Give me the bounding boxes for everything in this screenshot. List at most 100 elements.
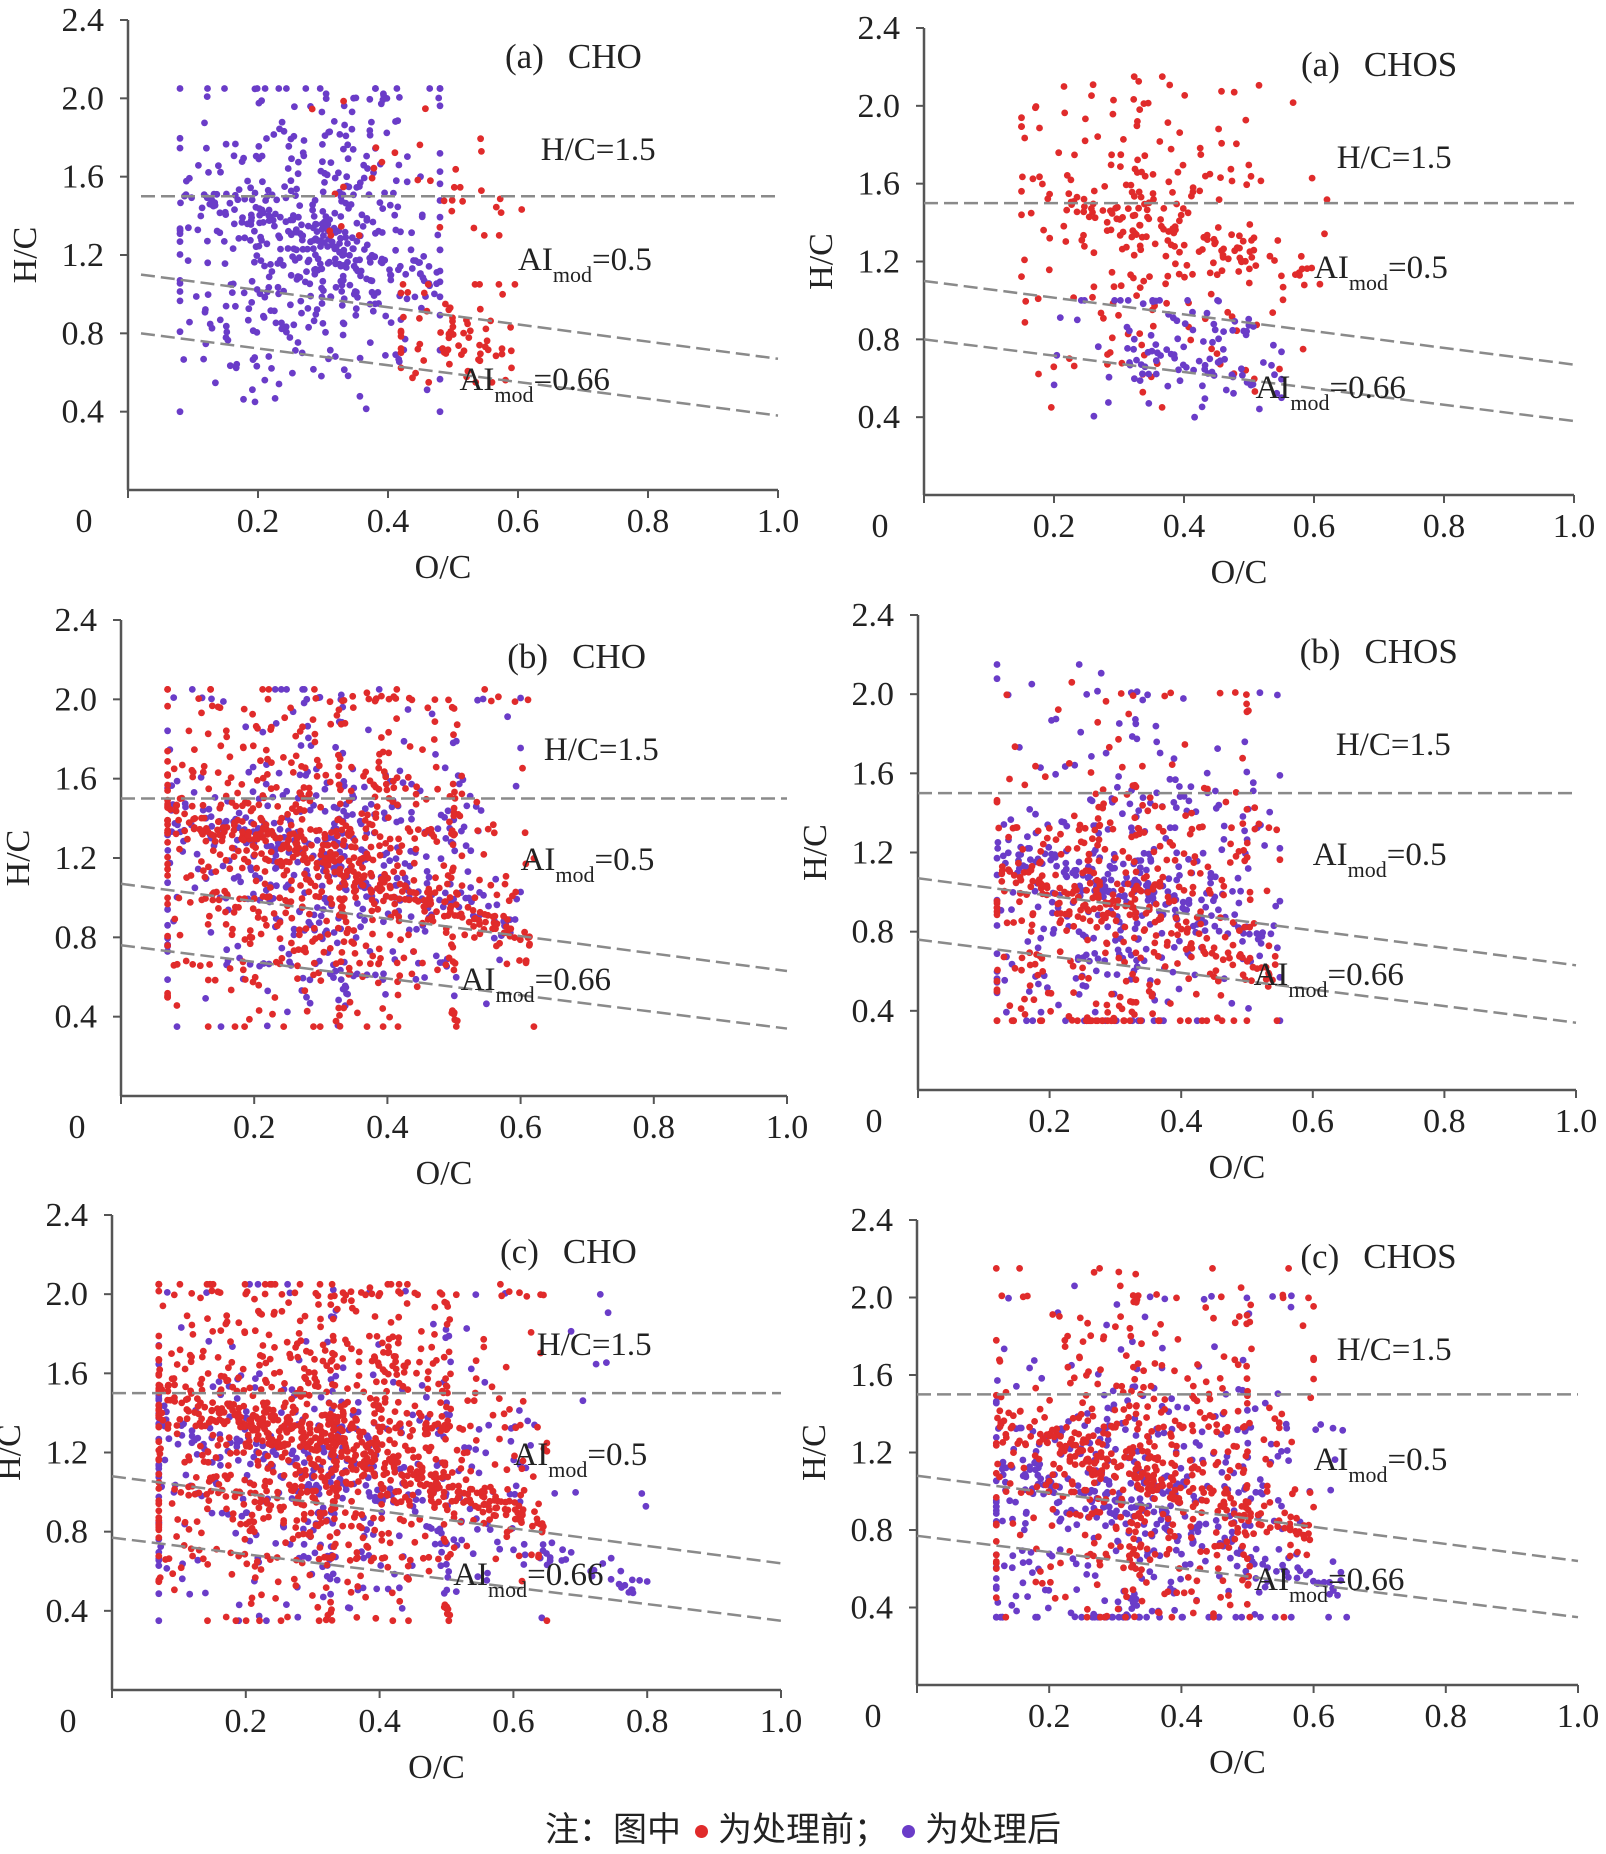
data-point-before [155, 1524, 163, 1532]
data-point-before [524, 696, 532, 704]
data-point-before [1099, 207, 1107, 214]
data-point-before [223, 1417, 231, 1425]
data-point-before [1063, 206, 1071, 214]
data-point-before [246, 1015, 253, 1023]
data-point-before [529, 1522, 536, 1530]
data-point-before [387, 1319, 395, 1326]
data-point-before [214, 769, 222, 776]
y-tick-label: 2.0 [46, 1276, 89, 1313]
data-point-before [368, 174, 376, 182]
data-point-after [345, 183, 353, 191]
data-point-before [302, 925, 310, 932]
data-point-before [1158, 404, 1166, 411]
data-point-before [228, 1570, 236, 1578]
data-point-after [1144, 879, 1152, 887]
data-point-before [1235, 848, 1243, 855]
data-point-before [1151, 939, 1159, 947]
data-point-before [338, 1469, 346, 1477]
data-point-after [1003, 1008, 1010, 1016]
data-point-before [475, 356, 482, 363]
data-point-after [476, 889, 483, 896]
data-point-before [348, 938, 356, 946]
data-point-after [344, 372, 352, 380]
data-point-before [410, 859, 418, 867]
data-point-after [1228, 999, 1236, 1007]
x-tick-label: 1.0 [757, 503, 800, 540]
ref-line-ai05 [917, 876, 1577, 967]
data-point-before [426, 894, 433, 902]
data-point-before [264, 1452, 272, 1460]
data-point-after [229, 245, 237, 253]
data-point-before [354, 1488, 362, 1496]
data-point-after [1208, 368, 1216, 376]
data-point-before [301, 764, 309, 772]
data-point-before [340, 837, 348, 844]
data-point-before [384, 814, 392, 821]
data-point-after [1212, 787, 1219, 795]
data-point-before [458, 914, 466, 921]
data-point-after [332, 260, 339, 268]
data-point-after [218, 1509, 226, 1517]
data-point-before [1018, 966, 1025, 974]
data-point-after [191, 1436, 199, 1444]
data-point-before [1154, 978, 1161, 986]
data-point-after [1183, 906, 1191, 914]
data-point-before [379, 748, 387, 756]
data-point-after [300, 686, 308, 693]
data-point-before [1184, 209, 1192, 217]
data-point-before [176, 1416, 184, 1423]
data-point-after [283, 787, 291, 795]
data-point-after [318, 372, 325, 380]
data-point-after [155, 1461, 163, 1469]
data-point-before [1137, 246, 1145, 254]
data-point-before [336, 755, 344, 763]
data-point-after [286, 334, 294, 341]
data-point-before [1018, 211, 1025, 219]
data-point-after [408, 780, 415, 788]
data-point-after [194, 865, 202, 873]
data-point-before [1065, 910, 1073, 918]
data-point-after [273, 882, 280, 890]
data-point-before [1089, 81, 1097, 89]
data-point-before [367, 960, 374, 968]
data-point-after [1111, 864, 1118, 872]
data-point-before [1278, 272, 1285, 280]
data-point-before [449, 943, 457, 951]
data-point-after [251, 398, 259, 406]
data-point-before [445, 1348, 453, 1356]
data-point-before [1274, 237, 1282, 244]
data-point-before [387, 1476, 394, 1484]
data-point-before [1109, 897, 1117, 905]
data-point-before [339, 1522, 347, 1530]
data-point-before [1239, 237, 1247, 245]
data-point-after [444, 807, 452, 815]
data-point-after [296, 230, 304, 237]
data-point-before [330, 1451, 338, 1459]
data-point-before [444, 346, 452, 354]
data-point-before [234, 789, 242, 797]
data-point-before [198, 896, 206, 904]
data-point-after [1090, 934, 1097, 942]
data-point-before [367, 886, 375, 894]
data-point-before [530, 1023, 538, 1030]
data-point-before [1195, 824, 1203, 831]
data-point-before [434, 785, 441, 793]
data-point-after [494, 1538, 501, 1546]
data-point-before [397, 1429, 404, 1437]
data-point-before [404, 825, 412, 832]
data-point-after [472, 1446, 480, 1453]
data-point-before [1085, 907, 1093, 915]
data-point-after [1231, 911, 1239, 918]
data-point-before [1216, 689, 1224, 697]
data-point-before [377, 1492, 385, 1499]
data-point-after [1187, 783, 1195, 791]
data-point-before [1103, 939, 1110, 947]
data-point-before [1122, 977, 1130, 985]
data-point-before [310, 1023, 317, 1030]
data-point-before [199, 1347, 207, 1355]
data-point-before [1030, 996, 1038, 1004]
data-point-before [341, 881, 349, 889]
data-point-before [1265, 969, 1272, 977]
data-point-before [243, 1560, 251, 1568]
y-tick-label: 1.2 [62, 237, 105, 274]
